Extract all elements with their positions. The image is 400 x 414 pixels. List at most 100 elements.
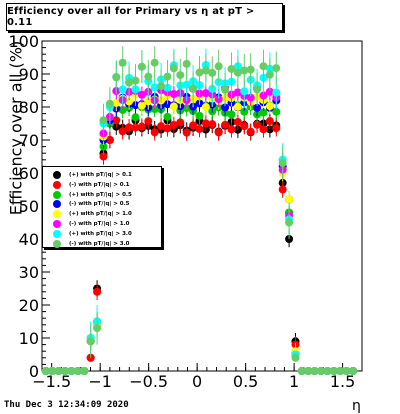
x-tick-label: −1 (88, 372, 112, 391)
data-point (201, 89, 210, 98)
data-point (240, 107, 249, 116)
legend-marker (53, 171, 61, 179)
data-point (169, 102, 178, 111)
legend-label: (+) with pT/|q| > 1.0 (69, 211, 132, 218)
legend-label: (+) with pT/|q| > 3.0 (69, 230, 132, 237)
y-tick-label: 70 (19, 131, 39, 150)
data-point (233, 102, 242, 111)
x-tick-label: 0.5 (233, 372, 258, 391)
data-point (93, 287, 102, 296)
data-point (297, 367, 306, 375)
data-point (80, 367, 89, 375)
data-point (195, 68, 204, 77)
data-point (112, 116, 121, 125)
data-point (214, 95, 223, 104)
data-point (246, 127, 255, 136)
data-point (118, 105, 127, 114)
legend-entry: (+) with pT/|q| > 1.0 (43, 209, 132, 219)
data-point (176, 118, 185, 127)
data-point (221, 120, 230, 129)
legend-label: (+) with pT/|q| > 0.1 (69, 172, 132, 178)
data-point (105, 99, 114, 108)
data-point (285, 195, 294, 204)
data-point (137, 62, 146, 71)
legend: (+) with pT/|q| > 0.1 (-) with pT/|q| > 0… (42, 166, 162, 248)
data-point (221, 85, 230, 94)
data-point (233, 68, 242, 77)
data-point (144, 72, 153, 81)
data-point (272, 88, 281, 97)
legend-label: (-) with pT/|q| > 0.1 (69, 181, 130, 188)
data-point (125, 123, 134, 132)
legend-entry: (-) with pT/|q| > 1.0 (43, 219, 129, 229)
data-point (182, 59, 191, 68)
data-point (265, 125, 274, 134)
data-point (272, 124, 281, 133)
data-point (227, 64, 236, 73)
data-point (227, 110, 236, 119)
legend-marker (53, 239, 61, 248)
x-axis-label: η (352, 398, 361, 414)
legend-entry: (-) with pT/|q| > 0.5 (43, 199, 129, 209)
y-tick-label: 100 (8, 32, 39, 51)
data-point (259, 125, 268, 134)
legend-marker (53, 180, 61, 189)
legend-entry: (+) with pT/|q| > 3.0 (43, 229, 132, 239)
data-point (169, 90, 178, 99)
data-point (195, 111, 204, 120)
y-axis-label: Efficiency over all (%) (6, 40, 26, 216)
data-point (150, 58, 159, 67)
data-point (291, 353, 300, 362)
data-point (285, 218, 294, 227)
data-point (182, 80, 191, 89)
data-point (342, 367, 351, 375)
data-point (48, 367, 57, 375)
data-point (112, 73, 121, 82)
legend-label: (+) with pT/|q| > 0.5 (69, 191, 132, 198)
data-point (163, 112, 172, 121)
data-point (317, 367, 326, 375)
legend-marker (53, 220, 61, 228)
data-point (208, 120, 217, 129)
chart-title: Efficiency over all for Primary vs η at … (6, 3, 283, 31)
data-point (137, 101, 146, 110)
data-point (253, 120, 262, 129)
y-tick-label: 20 (19, 296, 39, 315)
legend-entry: (+) with pT/|q| > 0.1 (43, 170, 132, 180)
data-point (157, 122, 166, 131)
x-tick-label: 1.5 (330, 372, 355, 391)
data-point (304, 367, 313, 375)
data-point (118, 58, 127, 67)
data-point (137, 90, 146, 99)
data-point (246, 65, 255, 74)
data-point (259, 62, 268, 71)
data-point (323, 367, 332, 375)
data-point (118, 85, 127, 94)
data-point (259, 108, 268, 117)
data-point (144, 97, 153, 106)
x-tick-label: −0.5 (129, 372, 168, 391)
data-point (253, 85, 262, 94)
x-tick-label: −1.5 (32, 372, 71, 391)
legend-marker (53, 229, 61, 238)
data-point (259, 91, 268, 100)
data-point (240, 66, 249, 75)
timestamp: Thu Dec 3 12:34:09 2020 (4, 400, 129, 410)
data-point (54, 367, 63, 375)
data-point (157, 82, 166, 91)
x-tick-label: 0 (192, 372, 202, 391)
data-point (86, 337, 95, 346)
legend-marker (53, 200, 61, 209)
data-point (189, 84, 198, 93)
data-point (105, 136, 114, 144)
legend-entry: (-) with pT/|q| > 0.1 (43, 180, 129, 190)
data-point (131, 123, 140, 132)
data-point (99, 116, 108, 125)
data-point (195, 125, 204, 134)
data-point (93, 324, 102, 333)
data-point (272, 64, 281, 73)
data-point (329, 367, 338, 375)
data-point (125, 78, 134, 87)
data-point (176, 71, 185, 80)
data-point (189, 121, 198, 130)
